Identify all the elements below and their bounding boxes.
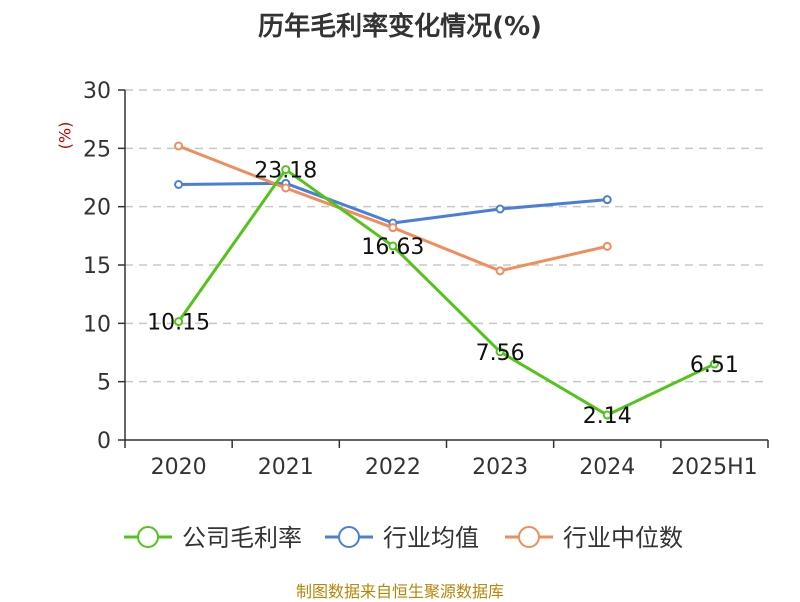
legend-label: 行业中位数: [563, 524, 683, 552]
y-tick-label: 0: [97, 429, 111, 454]
legend-marker: [518, 526, 540, 548]
data-point: [495, 204, 505, 214]
x-tick-label: 2021: [258, 455, 314, 480]
legend-marker: [137, 526, 159, 548]
x-tick-label: 2025H1: [671, 455, 758, 480]
data-point: [174, 180, 184, 189]
data-point: [495, 347, 505, 357]
data-label: 6.51: [690, 353, 739, 378]
y-tick-label: 20: [83, 196, 111, 221]
data-point: [281, 183, 291, 193]
legend-marker: [338, 526, 360, 548]
data-point: [495, 266, 505, 276]
y-tick-label: 15: [83, 254, 111, 279]
data-label: 2.14: [583, 404, 632, 429]
data-point: [388, 223, 398, 233]
data-point: [174, 317, 184, 327]
y-tick-label: 5: [97, 371, 111, 396]
data-label: 10.15: [147, 311, 210, 336]
y-tick-label: 30: [83, 79, 111, 104]
y-tick-label: 25: [83, 137, 111, 162]
data-point: [602, 195, 612, 205]
data-label: 23.18: [254, 159, 317, 184]
data-point: [388, 241, 398, 251]
x-tick-label: 2023: [472, 455, 528, 480]
legend-label: 公司毛利率: [182, 524, 302, 552]
x-tick-label: 2024: [579, 455, 635, 480]
x-tick-label: 2020: [151, 455, 207, 480]
data-label: 16.63: [361, 235, 424, 260]
data-point: [602, 241, 612, 251]
data-point: [174, 141, 184, 151]
x-tick-label: 2022: [365, 455, 421, 480]
data-label: 7.56: [476, 341, 525, 366]
source-note: 制图数据来自恒生聚源数据库: [295, 582, 504, 601]
data-point: [709, 359, 719, 369]
data-point: [602, 410, 612, 420]
chart-title: 历年毛利率变化情况(%): [258, 12, 542, 42]
series-line: [177, 168, 716, 417]
data-point: [281, 165, 291, 175]
y-tick-label: 10: [83, 312, 111, 337]
series-line: [178, 181, 608, 225]
legend-label: 行业均值: [383, 524, 479, 552]
